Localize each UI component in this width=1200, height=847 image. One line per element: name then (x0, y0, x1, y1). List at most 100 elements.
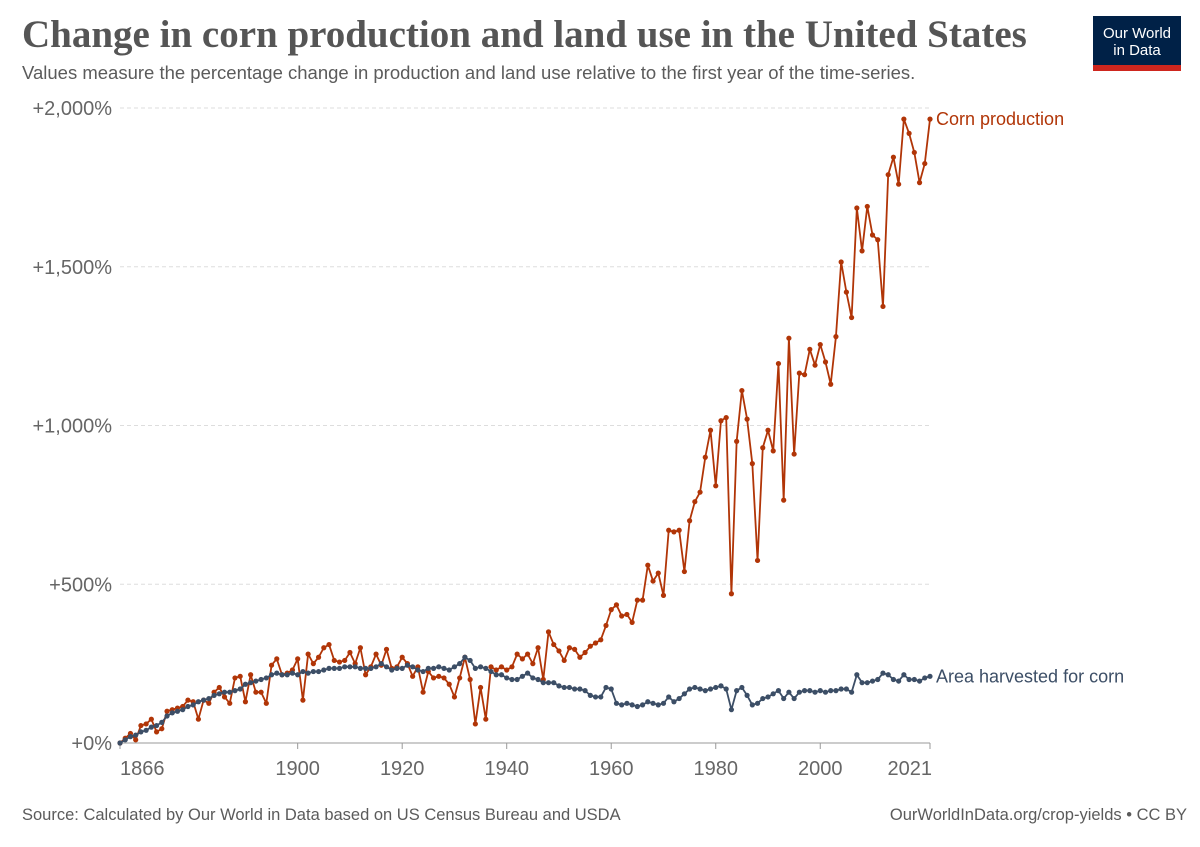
data-point[interactable] (613, 700, 620, 706)
data-point[interactable] (295, 656, 301, 662)
data-point[interactable] (394, 665, 400, 671)
data-point[interactable] (457, 675, 463, 681)
data-point[interactable] (206, 700, 212, 706)
data-point[interactable] (305, 651, 311, 657)
data-point[interactable] (911, 149, 917, 156)
data-point[interactable] (718, 683, 724, 689)
data-point[interactable] (363, 665, 369, 671)
data-point[interactable] (603, 622, 609, 629)
data-point[interactable] (671, 529, 677, 535)
data-point[interactable] (462, 654, 468, 660)
data-point[interactable] (352, 664, 358, 670)
data-point[interactable] (660, 592, 667, 598)
data-point[interactable] (153, 722, 160, 729)
data-point[interactable] (598, 637, 604, 643)
data-point[interactable] (754, 700, 761, 706)
data-point[interactable] (613, 602, 620, 608)
data-point[interactable] (253, 689, 259, 695)
data-point[interactable] (295, 672, 301, 678)
data-point[interactable] (765, 427, 771, 433)
data-point[interactable] (525, 651, 531, 657)
data-point[interactable] (190, 702, 196, 708)
data-point[interactable] (901, 672, 907, 678)
data-point[interactable] (169, 710, 175, 716)
data-point[interactable] (430, 675, 437, 681)
data-point[interactable] (864, 680, 870, 686)
data-point[interactable] (713, 684, 719, 691)
data-point[interactable] (514, 676, 520, 683)
data-point[interactable] (885, 172, 891, 178)
data-point[interactable] (315, 654, 322, 660)
data-point[interactable] (117, 740, 123, 746)
data-point[interactable] (639, 702, 646, 708)
data-point[interactable] (916, 678, 923, 684)
data-point[interactable] (519, 656, 525, 662)
data-point[interactable] (796, 370, 802, 376)
data-point[interactable] (744, 692, 750, 698)
data-point[interactable] (854, 205, 860, 211)
data-point[interactable] (775, 688, 782, 694)
data-point[interactable] (133, 737, 139, 743)
data-point[interactable] (692, 499, 698, 505)
data-point[interactable] (237, 686, 243, 692)
data-point[interactable] (159, 719, 165, 725)
data-point[interactable] (321, 645, 327, 651)
data-point[interactable] (655, 570, 661, 576)
data-point[interactable] (242, 699, 249, 705)
data-point[interactable] (775, 360, 782, 367)
data-point[interactable] (227, 700, 233, 706)
data-point[interactable] (885, 672, 891, 678)
data-point[interactable] (922, 160, 928, 167)
data-point[interactable] (148, 724, 154, 730)
data-point[interactable] (383, 646, 390, 652)
data-point[interactable] (342, 664, 348, 670)
source-note[interactable]: Source: Calculated by Our World in Data … (22, 806, 621, 824)
data-point[interactable] (864, 203, 870, 210)
data-point[interactable] (833, 688, 839, 694)
data-point[interactable] (363, 672, 369, 678)
data-point[interactable] (410, 673, 416, 679)
data-point[interactable] (342, 657, 348, 664)
data-point[interactable] (723, 414, 729, 421)
data-point[interactable] (676, 695, 682, 702)
data-point[interactable] (869, 232, 876, 238)
data-point[interactable] (692, 684, 698, 691)
data-point[interactable] (467, 657, 473, 664)
data-point[interactable] (347, 649, 353, 656)
data-point[interactable] (796, 689, 802, 695)
data-point[interactable] (326, 641, 332, 648)
data-point[interactable] (483, 716, 489, 722)
data-point[interactable] (812, 362, 818, 368)
data-point[interactable] (545, 629, 552, 635)
data-point[interactable] (734, 438, 740, 444)
data-point[interactable] (754, 557, 761, 564)
data-point[interactable] (702, 688, 708, 694)
data-point[interactable] (498, 672, 505, 678)
data-point[interactable] (687, 686, 693, 692)
data-point[interactable] (629, 619, 635, 625)
data-point[interactable] (206, 695, 212, 702)
data-point[interactable] (634, 597, 640, 603)
data-point[interactable] (368, 665, 374, 671)
data-point[interactable] (310, 668, 316, 675)
data-point[interactable] (896, 678, 902, 684)
data-point[interactable] (739, 684, 745, 691)
data-point[interactable] (268, 662, 275, 668)
data-point[interactable] (551, 680, 557, 686)
data-point[interactable] (875, 237, 881, 243)
data-point[interactable] (822, 359, 829, 365)
data-point[interactable] (493, 672, 499, 678)
data-point[interactable] (791, 451, 797, 457)
data-point[interactable] (441, 665, 447, 671)
data-point[interactable] (556, 683, 562, 689)
data-point[interactable] (634, 703, 640, 710)
data-point[interactable] (807, 688, 813, 694)
data-point[interactable] (211, 692, 217, 698)
data-point[interactable] (253, 678, 259, 684)
data-point[interactable] (540, 680, 546, 686)
data-point[interactable] (242, 681, 249, 687)
data-point[interactable] (321, 667, 327, 673)
data-point[interactable] (922, 675, 928, 681)
data-point[interactable] (415, 667, 421, 673)
data-point[interactable] (221, 689, 228, 695)
